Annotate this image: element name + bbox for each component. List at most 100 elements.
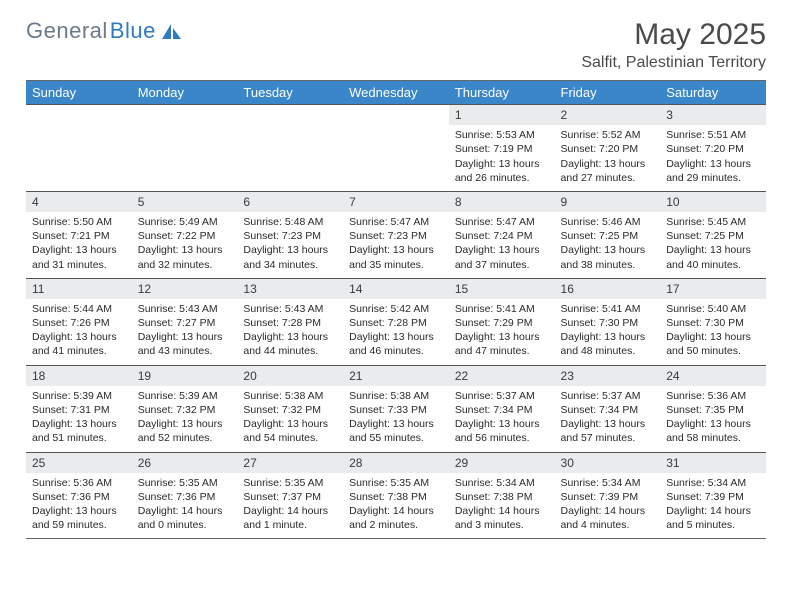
sunset-text: Sunset: 7:19 PM — [455, 142, 549, 156]
sunrise-text: Sunrise: 5:50 AM — [32, 215, 126, 229]
day-cell: 22Sunrise: 5:37 AMSunset: 7:34 PMDayligh… — [449, 365, 555, 452]
daylight-text: Daylight: 13 hours and 32 minutes. — [138, 243, 232, 271]
daylight-text: Daylight: 14 hours and 4 minutes. — [561, 504, 655, 532]
day-body: Sunrise: 5:49 AMSunset: 7:22 PMDaylight:… — [132, 212, 238, 278]
day-number: 23 — [555, 366, 661, 386]
daylight-text: Daylight: 13 hours and 31 minutes. — [32, 243, 126, 271]
day-header: Saturday — [660, 81, 766, 105]
empty-day — [132, 105, 238, 125]
logo-text-blue: Blue — [110, 18, 156, 44]
day-cell: 21Sunrise: 5:38 AMSunset: 7:33 PMDayligh… — [343, 365, 449, 452]
daylight-text: Daylight: 13 hours and 26 minutes. — [455, 157, 549, 185]
daylight-text: Daylight: 13 hours and 29 minutes. — [666, 157, 760, 185]
sunrise-text: Sunrise: 5:41 AM — [561, 302, 655, 316]
day-number: 3 — [660, 105, 766, 125]
sunrise-text: Sunrise: 5:46 AM — [561, 215, 655, 229]
day-body: Sunrise: 5:40 AMSunset: 7:30 PMDaylight:… — [660, 299, 766, 365]
sunrise-text: Sunrise: 5:52 AM — [561, 128, 655, 142]
empty-day — [26, 105, 132, 125]
week-row: 1Sunrise: 5:53 AMSunset: 7:19 PMDaylight… — [26, 105, 766, 192]
daylight-text: Daylight: 14 hours and 1 minute. — [243, 504, 337, 532]
daylight-text: Daylight: 13 hours and 48 minutes. — [561, 330, 655, 358]
day-number: 9 — [555, 192, 661, 212]
header: GeneralBlue May 2025 Salfit, Palestinian… — [26, 18, 766, 72]
daylight-text: Daylight: 13 hours and 56 minutes. — [455, 417, 549, 445]
logo: GeneralBlue — [26, 18, 183, 44]
day-header: Wednesday — [343, 81, 449, 105]
day-number: 15 — [449, 279, 555, 299]
day-body: Sunrise: 5:39 AMSunset: 7:31 PMDaylight:… — [26, 386, 132, 452]
sunset-text: Sunset: 7:26 PM — [32, 316, 126, 330]
day-cell: 23Sunrise: 5:37 AMSunset: 7:34 PMDayligh… — [555, 365, 661, 452]
day-header: Thursday — [449, 81, 555, 105]
daylight-text: Daylight: 14 hours and 3 minutes. — [455, 504, 549, 532]
sunset-text: Sunset: 7:20 PM — [561, 142, 655, 156]
day-body: Sunrise: 5:44 AMSunset: 7:26 PMDaylight:… — [26, 299, 132, 365]
day-body: Sunrise: 5:39 AMSunset: 7:32 PMDaylight:… — [132, 386, 238, 452]
sunset-text: Sunset: 7:31 PM — [32, 403, 126, 417]
daylight-text: Daylight: 14 hours and 0 minutes. — [138, 504, 232, 532]
day-body: Sunrise: 5:36 AMSunset: 7:36 PMDaylight:… — [26, 473, 132, 539]
sunrise-text: Sunrise: 5:34 AM — [455, 476, 549, 490]
day-cell: 2Sunrise: 5:52 AMSunset: 7:20 PMDaylight… — [555, 105, 661, 192]
sunset-text: Sunset: 7:37 PM — [243, 490, 337, 504]
day-header: Tuesday — [237, 81, 343, 105]
day-cell: 9 Sunrise: 5:46 AMSunset: 7:25 PMDaylight… — [555, 191, 661, 278]
sunrise-text: Sunrise: 5:40 AM — [666, 302, 760, 316]
sunset-text: Sunset: 7:38 PM — [455, 490, 549, 504]
day-number: 30 — [555, 453, 661, 473]
day-body: Sunrise: 5:51 AMSunset: 7:20 PMDaylight:… — [660, 125, 766, 191]
sunrise-text: Sunrise: 5:47 AM — [455, 215, 549, 229]
location: Salfit, Palestinian Territory — [581, 54, 766, 72]
day-number: 17 — [660, 279, 766, 299]
day-body: Sunrise: 5:41 AMSunset: 7:29 PMDaylight:… — [449, 299, 555, 365]
day-body: Sunrise: 5:48 AMSunset: 7:23 PMDaylight:… — [237, 212, 343, 278]
daylight-text: Daylight: 13 hours and 51 minutes. — [32, 417, 126, 445]
day-cell: 13Sunrise: 5:43 AMSunset: 7:28 PMDayligh… — [237, 278, 343, 365]
day-cell: 24Sunrise: 5:36 AMSunset: 7:35 PMDayligh… — [660, 365, 766, 452]
sunset-text: Sunset: 7:39 PM — [561, 490, 655, 504]
daylight-text: Daylight: 13 hours and 41 minutes. — [32, 330, 126, 358]
day-number: 27 — [237, 453, 343, 473]
day-cell: 26Sunrise: 5:35 AMSunset: 7:36 PMDayligh… — [132, 452, 238, 539]
sunrise-text: Sunrise: 5:48 AM — [243, 215, 337, 229]
day-cell: 4 Sunrise: 5:50 AMSunset: 7:21 PMDaylight… — [26, 191, 132, 278]
sunset-text: Sunset: 7:27 PM — [138, 316, 232, 330]
daylight-text: Daylight: 13 hours and 37 minutes. — [455, 243, 549, 271]
sunrise-text: Sunrise: 5:43 AM — [243, 302, 337, 316]
day-body: Sunrise: 5:34 AMSunset: 7:39 PMDaylight:… — [555, 473, 661, 539]
sunrise-text: Sunrise: 5:39 AM — [32, 389, 126, 403]
day-number: 20 — [237, 366, 343, 386]
sunset-text: Sunset: 7:21 PM — [32, 229, 126, 243]
daylight-text: Daylight: 13 hours and 55 minutes. — [349, 417, 443, 445]
sunset-text: Sunset: 7:24 PM — [455, 229, 549, 243]
day-cell — [343, 105, 449, 192]
day-body: Sunrise: 5:47 AMSunset: 7:23 PMDaylight:… — [343, 212, 449, 278]
sunrise-text: Sunrise: 5:43 AM — [138, 302, 232, 316]
sunrise-text: Sunrise: 5:34 AM — [561, 476, 655, 490]
sunset-text: Sunset: 7:32 PM — [243, 403, 337, 417]
day-cell: 20Sunrise: 5:38 AMSunset: 7:32 PMDayligh… — [237, 365, 343, 452]
day-number: 4 — [26, 192, 132, 212]
daylight-text: Daylight: 13 hours and 43 minutes. — [138, 330, 232, 358]
day-number: 13 — [237, 279, 343, 299]
day-cell: 16Sunrise: 5:41 AMSunset: 7:30 PMDayligh… — [555, 278, 661, 365]
week-row: 11Sunrise: 5:44 AMSunset: 7:26 PMDayligh… — [26, 278, 766, 365]
sunrise-text: Sunrise: 5:36 AM — [32, 476, 126, 490]
day-cell — [26, 105, 132, 192]
day-body: Sunrise: 5:36 AMSunset: 7:35 PMDaylight:… — [660, 386, 766, 452]
day-body: Sunrise: 5:38 AMSunset: 7:32 PMDaylight:… — [237, 386, 343, 452]
sunset-text: Sunset: 7:36 PM — [138, 490, 232, 504]
sunset-text: Sunset: 7:38 PM — [349, 490, 443, 504]
day-body: Sunrise: 5:42 AMSunset: 7:28 PMDaylight:… — [343, 299, 449, 365]
day-header: Friday — [555, 81, 661, 105]
daylight-text: Daylight: 13 hours and 38 minutes. — [561, 243, 655, 271]
sunrise-text: Sunrise: 5:37 AM — [561, 389, 655, 403]
sunrise-text: Sunrise: 5:36 AM — [666, 389, 760, 403]
sunset-text: Sunset: 7:32 PM — [138, 403, 232, 417]
sunrise-text: Sunrise: 5:51 AM — [666, 128, 760, 142]
sunset-text: Sunset: 7:25 PM — [561, 229, 655, 243]
day-cell: 17Sunrise: 5:40 AMSunset: 7:30 PMDayligh… — [660, 278, 766, 365]
sunrise-text: Sunrise: 5:47 AM — [349, 215, 443, 229]
logo-text-gray: General — [26, 18, 108, 44]
